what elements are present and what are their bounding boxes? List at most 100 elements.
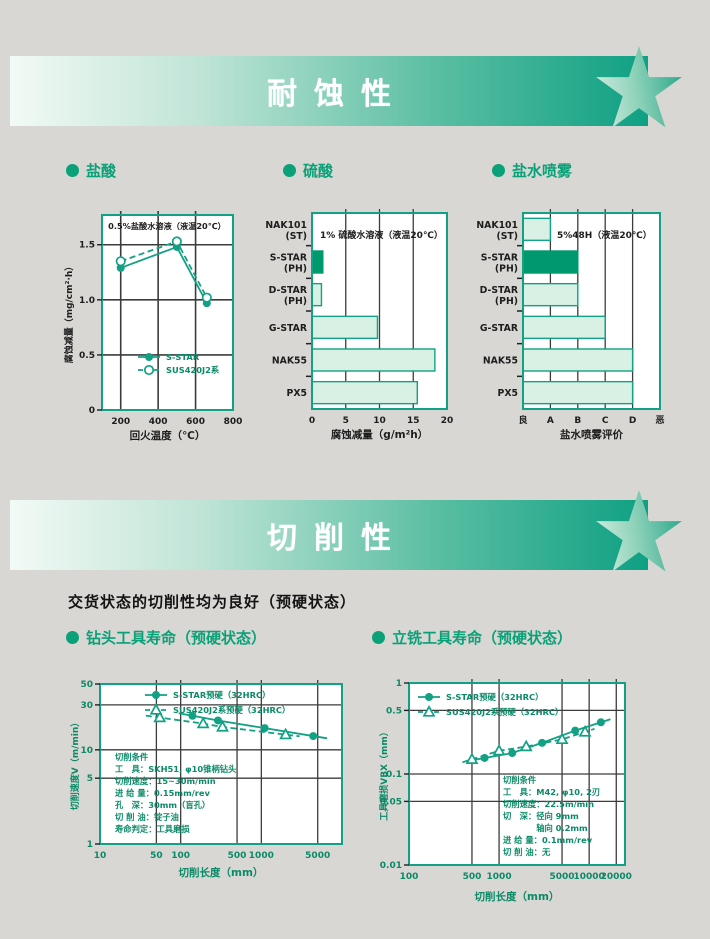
svg-text:孔 深：30mm（盲孔）: 孔 深：30mm（盲孔） bbox=[115, 800, 210, 810]
svg-text:5: 5 bbox=[343, 416, 349, 426]
svg-text:盐水喷雾评价: 盐水喷雾评价 bbox=[560, 428, 623, 441]
svg-text:G-STAR: G-STAR bbox=[269, 323, 307, 334]
svg-text:1000: 1000 bbox=[487, 872, 512, 882]
svg-text:工具磨损VBX（mm）: 工具磨损VBX（mm） bbox=[378, 727, 390, 821]
svg-text:A: A bbox=[547, 416, 554, 426]
svg-text:0.05: 0.05 bbox=[380, 797, 402, 807]
svg-text:SUS420J2系: SUS420J2系 bbox=[166, 365, 220, 375]
section-label: 硫酸 bbox=[303, 162, 334, 180]
svg-text:切 削 油：无: 切 削 油：无 bbox=[503, 847, 551, 857]
svg-text:切削条件: 切削条件 bbox=[115, 752, 149, 762]
bullet-icon bbox=[66, 631, 79, 644]
svg-text:D-STAR: D-STAR bbox=[480, 285, 518, 296]
svg-text:15: 15 bbox=[407, 416, 420, 426]
svg-text:1% 硫酸水溶液（液温20℃）: 1% 硫酸水溶液（液温20℃） bbox=[320, 229, 443, 241]
banner-corrosion-title: 耐蚀性 bbox=[267, 77, 408, 112]
svg-text:PX5: PX5 bbox=[287, 388, 307, 399]
svg-text:5%48H（液温20℃）: 5%48H（液温20℃） bbox=[557, 229, 652, 241]
svg-text:NAK55: NAK55 bbox=[483, 356, 518, 367]
svg-text:S-STAR预硬（32HRC）: S-STAR预硬（32HRC） bbox=[173, 690, 270, 700]
chart-hcl-svg: S-STAR SUS420J2系 200 400 600 800 0 0.5 1.0 1.5 0.5… bbox=[63, 211, 242, 442]
svg-text:切削速度：22.5m/min: 切削速度：22.5m/min bbox=[503, 799, 594, 809]
chart-h2so4-svg: NAK101(ST)S-STAR(PH)D-STAR(PH)G-STARNAK5… bbox=[265, 209, 454, 441]
banner-machinability-title: 切削性 bbox=[267, 521, 408, 556]
svg-text:SUS420J2系预硬（32HRC）: SUS420J2系预硬（32HRC） bbox=[446, 707, 563, 717]
svg-text:0.5: 0.5 bbox=[79, 351, 95, 361]
svg-text:切削长度（mm）: 切削长度（mm） bbox=[475, 890, 560, 903]
svg-text:10: 10 bbox=[94, 851, 107, 861]
bullet-icon bbox=[66, 164, 79, 177]
svg-text:SUS420J2系预硬（32HRC）: SUS420J2系预硬（32HRC） bbox=[173, 705, 290, 715]
svg-text:30: 30 bbox=[80, 701, 93, 711]
svg-text:5000: 5000 bbox=[305, 851, 330, 861]
svg-text:NAK101: NAK101 bbox=[265, 220, 307, 231]
svg-text:200: 200 bbox=[111, 417, 130, 427]
svg-text:B: B bbox=[574, 416, 581, 426]
svg-text:寿命判定：工具磨损: 寿命判定：工具磨损 bbox=[115, 824, 190, 834]
svg-text:1.0: 1.0 bbox=[79, 296, 95, 306]
svg-text:G-STAR: G-STAR bbox=[480, 323, 518, 334]
section-hydrochloric-acid: 盐酸 bbox=[66, 160, 116, 181]
svg-text:S-STAR预硬（32HRC）: S-STAR预硬（32HRC） bbox=[446, 692, 543, 702]
svg-text:NAK55: NAK55 bbox=[272, 356, 307, 367]
svg-text:进 给 量：0.15mm/rev: 进 给 量：0.15mm/rev bbox=[115, 788, 210, 798]
svg-text:切削速度：15~30m/min: 切削速度：15~30m/min bbox=[115, 776, 216, 786]
banner-corrosion-resistance: 耐蚀性 bbox=[10, 46, 682, 128]
svg-text:(ST): (ST) bbox=[285, 231, 307, 242]
svg-text:腐蚀减量（g/m²h）: 腐蚀减量（g/m²h） bbox=[331, 428, 428, 441]
svg-text:10000: 10000 bbox=[573, 872, 604, 882]
svg-text:恶: 恶 bbox=[655, 415, 664, 426]
banner-machinability: 切削性 bbox=[10, 490, 682, 572]
svg-text:良: 良 bbox=[518, 414, 527, 426]
section-label: 盐水喷雾 bbox=[512, 162, 573, 180]
star-icon bbox=[596, 490, 682, 572]
section-drill-tool-life: 钻头工具寿命（预硬状态） bbox=[66, 627, 266, 648]
bullet-icon bbox=[372, 631, 385, 644]
svg-text:(PH): (PH) bbox=[284, 264, 307, 275]
svg-text:进 给 量：0.1mm/rev: 进 给 量：0.1mm/rev bbox=[503, 835, 593, 845]
svg-text:100: 100 bbox=[400, 872, 419, 882]
svg-text:5: 5 bbox=[87, 774, 93, 784]
svg-text:0: 0 bbox=[89, 406, 95, 416]
bullet-icon bbox=[283, 164, 296, 177]
svg-text:(PH): (PH) bbox=[495, 264, 518, 275]
section-endmill-tool-life: 立铣工具寿命（预硬状态） bbox=[372, 627, 572, 648]
svg-text:1000: 1000 bbox=[249, 851, 274, 861]
svg-text:S-STAR: S-STAR bbox=[270, 253, 307, 264]
section-label: 立铣工具寿命（预硬状态） bbox=[392, 629, 573, 647]
svg-text:D-STAR: D-STAR bbox=[269, 285, 307, 296]
machinability-note: 交货状态的切削性均为良好（预硬状态） bbox=[68, 593, 357, 611]
svg-text:切 削 油：锭子油: 切 削 油：锭子油 bbox=[115, 812, 179, 822]
svg-text:20000: 20000 bbox=[601, 872, 632, 882]
svg-text:100: 100 bbox=[171, 851, 190, 861]
star-icon bbox=[596, 46, 682, 128]
svg-text:(PH): (PH) bbox=[495, 296, 518, 307]
svg-text:0.1: 0.1 bbox=[386, 770, 402, 780]
svg-text:0.01: 0.01 bbox=[380, 861, 402, 871]
svg-text:S-STAR: S-STAR bbox=[166, 352, 200, 362]
svg-text:1: 1 bbox=[87, 840, 93, 850]
svg-text:切削速度V（m/min）: 切削速度V（m/min） bbox=[69, 718, 81, 811]
section-salt-spray: 盐水喷雾 bbox=[492, 160, 572, 181]
svg-text:500: 500 bbox=[228, 851, 247, 861]
svg-text:10: 10 bbox=[373, 416, 386, 426]
svg-text:5000: 5000 bbox=[550, 872, 575, 882]
svg-text:600: 600 bbox=[186, 417, 205, 427]
svg-text:1: 1 bbox=[396, 679, 402, 689]
svg-text:D: D bbox=[629, 416, 636, 426]
svg-text:400: 400 bbox=[149, 417, 168, 427]
svg-text:0: 0 bbox=[309, 416, 315, 426]
svg-text:0.5%盐酸水溶液（液温20℃）: 0.5%盐酸水溶液（液温20℃） bbox=[108, 221, 226, 231]
svg-text:腐蚀减量（mg/cm²·h）: 腐蚀减量（mg/cm²·h） bbox=[63, 262, 75, 364]
section-sulfuric-acid: 硫酸 bbox=[283, 160, 333, 181]
svg-text:NAK101: NAK101 bbox=[476, 220, 518, 231]
section-label: 盐酸 bbox=[86, 162, 117, 180]
svg-text:1.5: 1.5 bbox=[79, 241, 95, 251]
svg-text:工 具：M42, φ10, 2刃: 工 具：M42, φ10, 2刃 bbox=[503, 787, 600, 797]
svg-text:C: C bbox=[602, 416, 609, 426]
svg-text:0.5: 0.5 bbox=[386, 706, 402, 716]
svg-text:20: 20 bbox=[441, 416, 454, 426]
